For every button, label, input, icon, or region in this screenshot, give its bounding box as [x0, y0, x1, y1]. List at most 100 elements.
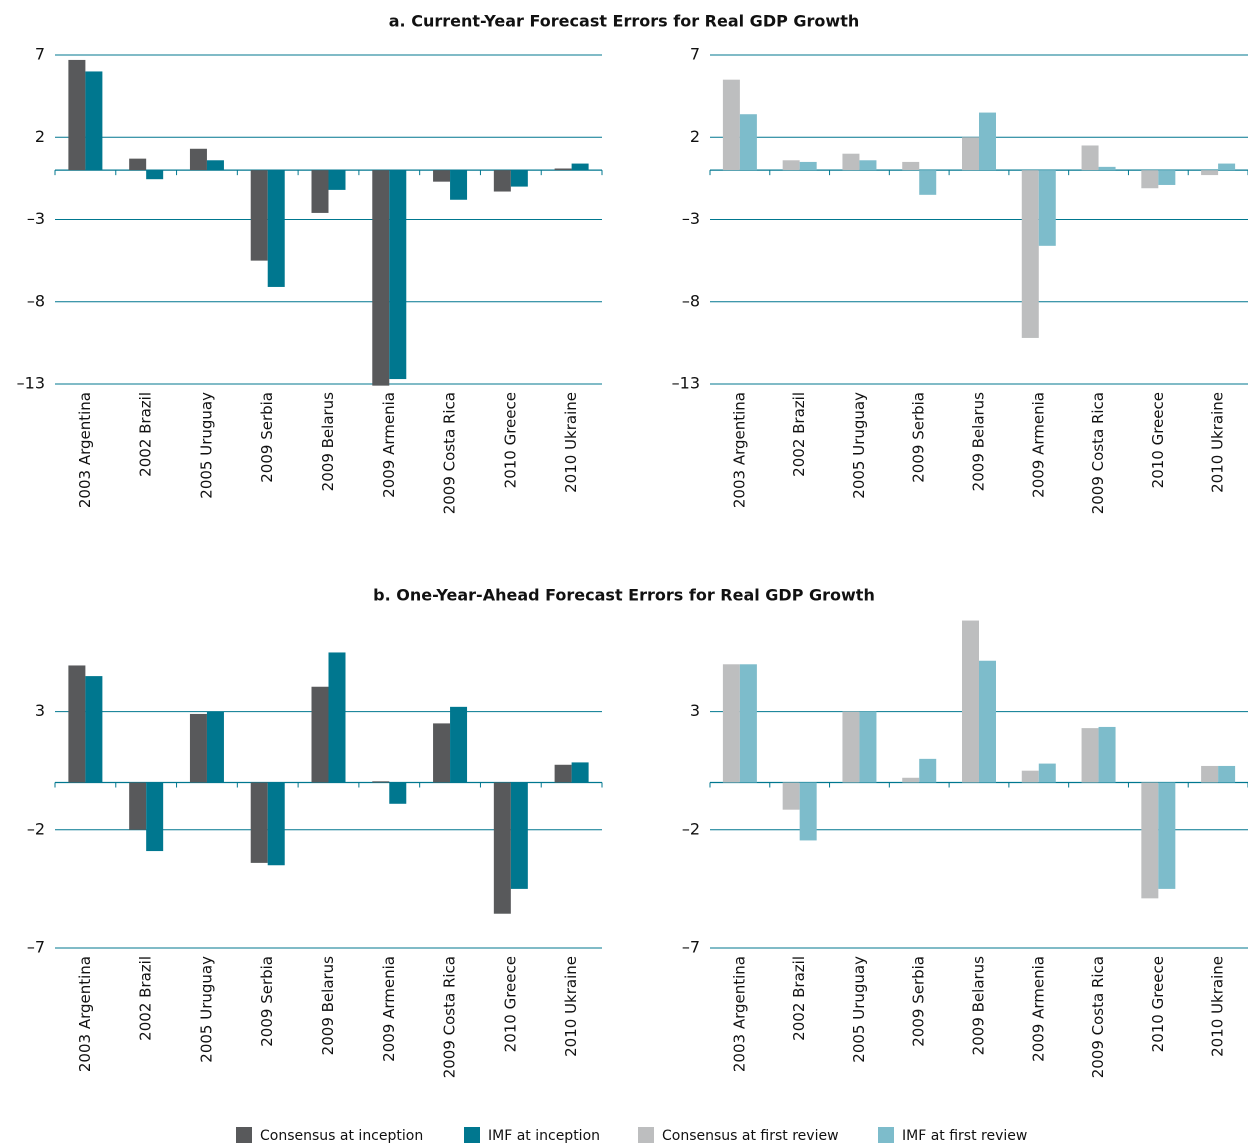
- x-tick-label: 2009 Armenia: [1029, 956, 1047, 1062]
- bar: [68, 59, 86, 171]
- bar: [554, 764, 572, 783]
- y-tick-label: –3: [682, 209, 700, 228]
- legend-label: Consensus at inception: [260, 1128, 423, 1144]
- bar: [979, 660, 996, 783]
- legend-label: Consensus at first review: [662, 1128, 839, 1144]
- bar: [389, 170, 407, 380]
- x-tick-label: 2009 Armenia: [380, 392, 398, 498]
- bar: [1021, 170, 1039, 338]
- bar: [189, 713, 207, 783]
- y-tick-label: –2: [27, 819, 45, 838]
- bar: [799, 161, 817, 171]
- x-tick-label: 2009 Armenia: [380, 956, 398, 1062]
- bar: [1038, 763, 1056, 783]
- bar: [433, 170, 451, 182]
- bar: [450, 170, 468, 200]
- bar: [1098, 726, 1116, 783]
- legend-label: IMF at first review: [902, 1128, 1027, 1144]
- bar: [722, 664, 740, 783]
- bar: [1038, 170, 1056, 246]
- y-tick-label: 2: [690, 127, 700, 146]
- bar: [328, 652, 346, 783]
- x-tick-label: 2010 Greece: [1149, 956, 1167, 1052]
- x-tick-label: 2009 Serbia: [258, 392, 276, 483]
- bar: [1201, 170, 1219, 176]
- y-tick-label: 3: [690, 701, 700, 720]
- y-tick-label: –2: [682, 819, 700, 838]
- bar: [1098, 166, 1116, 171]
- x-tick-label: 2010 Ukraine: [562, 392, 580, 493]
- bar: [146, 782, 164, 852]
- x-tick-label: 2003 Argentina: [730, 392, 748, 508]
- x-tick-label: 2005 Uruguay: [850, 392, 868, 499]
- x-tick-label: 2009 Costa Rica: [1089, 392, 1107, 514]
- y-tick-label: 3: [35, 701, 45, 720]
- y-tick-label: –3: [27, 209, 45, 228]
- y-tick-label: –13: [17, 374, 45, 393]
- bar: [859, 160, 877, 171]
- x-tick-label: 2010 Greece: [501, 956, 519, 1052]
- bar: [450, 706, 468, 783]
- bar: [206, 160, 224, 171]
- bar: [189, 148, 207, 171]
- y-tick-label: –8: [682, 291, 700, 310]
- bar: [267, 782, 285, 866]
- bar: [859, 711, 877, 783]
- bar: [842, 153, 860, 171]
- bar: [1021, 770, 1039, 783]
- legend-swatch: [464, 1127, 480, 1143]
- bar: [493, 782, 511, 914]
- x-tick-label: 2009 Belarus: [319, 392, 337, 491]
- bar: [267, 170, 285, 287]
- x-tick-label: 2010 Ukraine: [562, 956, 580, 1057]
- bar: [782, 782, 800, 810]
- legend-label: IMF at inception: [488, 1128, 600, 1144]
- bar: [1158, 170, 1176, 185]
- x-tick-label: 2005 Uruguay: [197, 956, 215, 1063]
- bar: [722, 79, 740, 171]
- bar: [146, 170, 164, 180]
- x-tick-label: 2005 Uruguay: [850, 956, 868, 1063]
- bar: [1158, 782, 1176, 889]
- x-tick-label: 2002 Brazil: [137, 392, 155, 477]
- x-tick-label: 2002 Brazil: [137, 956, 155, 1041]
- x-tick-label: 2003 Argentina: [76, 392, 94, 508]
- legend-swatch: [878, 1127, 894, 1143]
- bar: [962, 620, 979, 783]
- bar: [902, 161, 920, 171]
- y-tick-label: 2: [35, 127, 45, 146]
- bar: [85, 676, 103, 783]
- x-tick-label: 2010 Greece: [501, 392, 519, 488]
- bar: [1141, 170, 1159, 189]
- x-tick-label: 2009 Armenia: [1029, 392, 1047, 498]
- x-tick-label: 2009 Costa Rica: [1089, 956, 1107, 1078]
- bar: [493, 170, 511, 192]
- bar: [328, 170, 346, 190]
- bar: [962, 137, 979, 171]
- bar: [919, 758, 937, 783]
- bar: [1218, 163, 1236, 171]
- bar: [782, 160, 800, 171]
- x-tick-label: 2003 Argentina: [730, 956, 748, 1072]
- bar: [842, 711, 860, 783]
- bar: [250, 782, 268, 863]
- y-tick-label: 7: [35, 45, 45, 64]
- x-tick-label: 2009 Belarus: [970, 956, 988, 1055]
- bar: [554, 168, 572, 171]
- x-tick-label: 2002 Brazil: [790, 956, 808, 1041]
- bar: [311, 170, 329, 213]
- x-tick-label: 2009 Costa Rica: [441, 392, 459, 514]
- x-tick-label: 2009 Costa Rica: [441, 956, 459, 1078]
- x-tick-label: 2009 Serbia: [910, 956, 928, 1047]
- bar: [250, 170, 268, 261]
- chart-title: a. Current-Year Forecast Errors for Real…: [389, 12, 859, 31]
- bar: [68, 665, 86, 783]
- x-tick-label: 2009 Belarus: [319, 956, 337, 1055]
- x-tick-label: 2002 Brazil: [790, 392, 808, 477]
- bar: [1141, 782, 1159, 899]
- bar: [372, 170, 390, 386]
- y-tick-label: –13: [672, 374, 700, 393]
- bar: [129, 782, 147, 830]
- y-tick-label: –7: [27, 938, 45, 957]
- y-tick-label: –7: [682, 938, 700, 957]
